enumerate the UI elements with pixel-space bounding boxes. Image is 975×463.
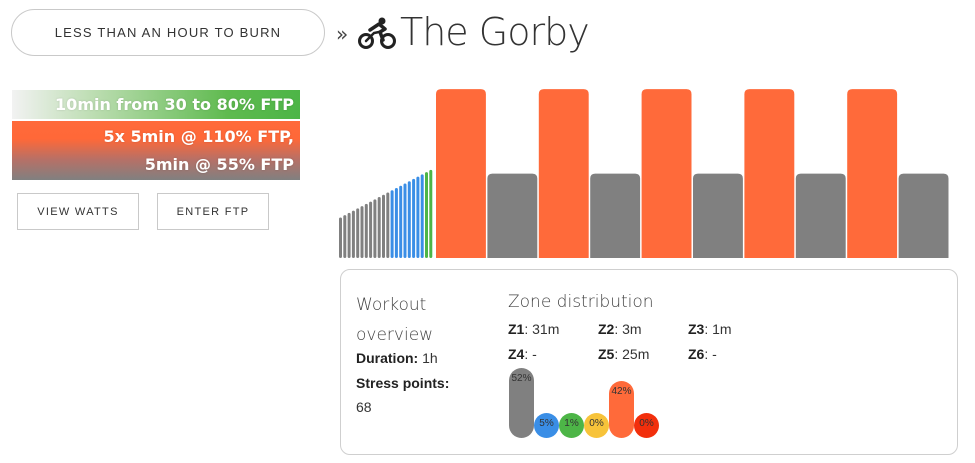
zone-bar [509,368,534,438]
warmup-bar [425,172,428,258]
view-watts-button[interactable]: VIEW WATTS [17,193,139,230]
overview-title: Workout overview [356,295,434,345]
cyclist-icon [358,17,396,49]
breadcrumb-separator: » [336,22,349,46]
warmup-bar [377,197,381,258]
step-text: 10min from 30 to 80% FTP [55,95,294,114]
warmup-bar [369,201,373,258]
workout-step-warmup: 10min from 30 to 80% FTP [12,90,300,119]
zone-bar-label: 52% [511,373,532,384]
warmup-bar [420,174,424,258]
warmup-bar [347,212,351,258]
duration-label: Duration: [356,350,419,366]
interval-work-bar [436,89,486,259]
warmup-bar [356,208,360,258]
warmup-bar [339,217,342,258]
zone-bar-label: 42% [611,386,632,398]
warmup-bar [386,192,390,258]
interval-work-bar [538,89,589,259]
zone-item-z5: Z5: 25m [598,346,650,362]
warmup-bar [394,187,398,258]
zone-item-z6: Z6: - [688,346,717,362]
zone-distribution-title: Zone distribution [508,292,654,312]
zone-bar-label: 1% [564,418,579,429]
zone-item-z4: Z4: - [508,346,537,362]
stress-value: 68 [356,399,372,415]
warmup-bar [412,178,416,258]
zone-bar-label: 5% [539,418,554,429]
zone-bar [634,413,659,438]
workout-overview-card: Workout overview Duration: 1h Stress poi… [340,269,958,455]
workout-chart [339,89,949,259]
duration-line: Duration: 1h [356,350,438,366]
warmup-bar [390,190,394,258]
duration-value: 1h [422,350,438,366]
warmup-bar [382,194,385,258]
zone-item-z1: Z1: 31m [508,321,560,337]
enter-ftp-button[interactable]: ENTER FTP [157,193,269,230]
warmup-bar [373,199,377,258]
zone-bar [534,413,559,438]
zone-bar [584,413,609,438]
warmup-bar [407,181,411,258]
interval-rest-bar [795,173,846,258]
workout-step-intervals: 5x 5min @ 110% FTP, 5min @ 55% FTP [12,121,300,180]
zone-bar-label: 0% [589,418,604,429]
zone-bar [609,381,634,438]
warmup-bar [343,215,347,258]
warmup-bar [364,203,368,258]
zone-bar-label: 0% [639,418,654,429]
zone-item-z2: Z2: 3m [598,321,642,337]
warmup-bar [403,183,407,258]
zone-item-z3: Z3: 1m [688,321,732,337]
step-text-line-1: 5x 5min @ 110% FTP, [103,127,294,146]
interval-work-bar [744,89,795,259]
interval-rest-bar [693,173,743,258]
interval-rest-bar [487,173,538,258]
interval-rest-bar [590,173,641,258]
warmup-bar [351,210,355,258]
interval-work-bar [641,89,692,259]
warmup-bar [429,169,433,258]
category-button[interactable]: LESS THAN AN HOUR TO BURN [11,9,325,56]
warmup-bar [360,206,364,258]
interval-work-bar [847,89,898,259]
warmup-bar [416,176,420,258]
interval-rest-bar [898,173,949,258]
page-title: The Gorby [400,10,590,54]
step-text-line-2: 5min @ 55% FTP [144,155,294,174]
warmup-bar [399,185,403,258]
zone-bar [559,413,584,438]
stress-label: Stress points: [356,375,450,391]
